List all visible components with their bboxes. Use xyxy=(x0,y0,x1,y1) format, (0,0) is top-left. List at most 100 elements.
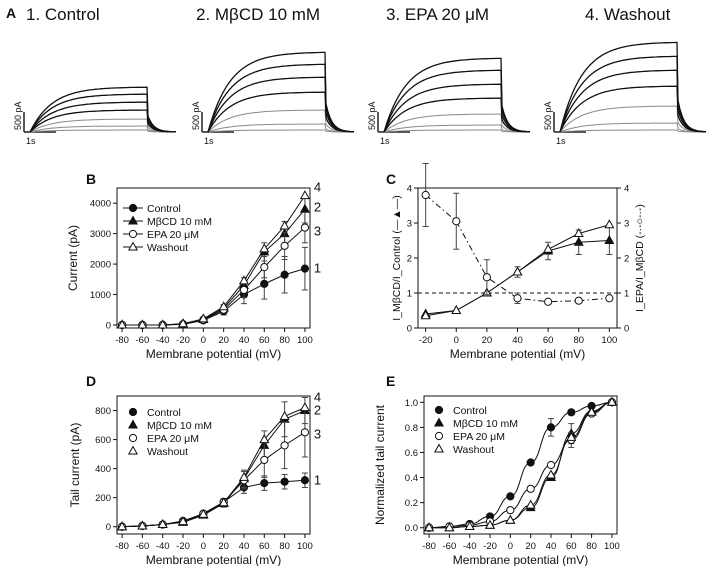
panel-letter: E xyxy=(386,373,395,389)
data-point xyxy=(525,499,536,509)
panel-e-normalized-tail-plot: E -80 -60 -40 -20 0 20 40 60 80 100 0.0 0.2 0.4 0.6 0.8… xyxy=(373,373,620,566)
data-point xyxy=(513,294,522,303)
data-point xyxy=(299,190,310,200)
legend-marker xyxy=(127,445,139,455)
data-point xyxy=(300,264,310,273)
data-point xyxy=(177,318,189,328)
x-tick-label: 60 xyxy=(259,541,270,552)
legend-label: EPA 20 μM xyxy=(453,431,505,443)
data-point xyxy=(157,519,168,529)
legend-label: Washout xyxy=(147,446,188,458)
legend-label: Washout xyxy=(147,242,188,254)
condition-title: 1. Control xyxy=(26,5,100,24)
condition-title: 3. EPA 20 μM xyxy=(386,5,489,24)
current-trace xyxy=(207,76,355,133)
x-tick-label: -40 xyxy=(156,541,170,552)
legend-marker xyxy=(128,433,138,443)
time-scale-label: 1s xyxy=(556,136,566,146)
data-point xyxy=(505,514,516,524)
x-tick-label: -40 xyxy=(156,335,170,346)
data-point xyxy=(260,479,269,488)
plot-frame xyxy=(417,187,618,329)
data-point xyxy=(137,520,148,530)
y-tick-label: 1 xyxy=(407,289,412,300)
legend-marker xyxy=(127,419,139,429)
y-axis-label: Tail current (pA) xyxy=(68,423,82,508)
plot-frame xyxy=(116,395,311,535)
x-tick-label: 100 xyxy=(297,541,313,552)
series-line xyxy=(122,195,306,326)
y-axis-label-right: I_EPA/I_MβCD (-·-○-·-) xyxy=(634,204,646,312)
x-tick-label: -80 xyxy=(115,541,129,552)
series-washout xyxy=(424,396,617,532)
current-scale-label: 500 pA xyxy=(543,101,553,130)
data-point xyxy=(280,477,289,486)
series-control xyxy=(117,246,310,330)
y-right-tick-label: 3 xyxy=(624,219,629,230)
data-point xyxy=(157,319,168,329)
data-point xyxy=(506,492,515,501)
series-end-label: 1 xyxy=(314,472,321,487)
series-line xyxy=(429,401,612,529)
current-trace xyxy=(383,83,530,133)
current-trace xyxy=(29,86,177,133)
series-washout xyxy=(117,190,310,329)
data-point xyxy=(512,266,523,276)
x-tick-label: -20 xyxy=(176,541,190,552)
current-trace xyxy=(559,55,706,133)
data-point xyxy=(218,301,229,311)
legend-marker xyxy=(434,405,444,415)
panel-letter: A xyxy=(6,5,16,21)
current-trace xyxy=(383,97,531,133)
series-washout-ratio xyxy=(420,219,615,320)
y-axis-label: Normalized tail current xyxy=(373,404,387,525)
data-point xyxy=(238,275,250,285)
legend-label: Control xyxy=(147,407,181,419)
legend-marker xyxy=(128,407,138,417)
data-point xyxy=(421,190,430,200)
current-trace xyxy=(559,85,706,133)
x-tick-label: 60 xyxy=(566,541,577,552)
current-trace xyxy=(383,113,530,133)
x-tick-label: 0 xyxy=(201,335,206,346)
x-tick-label: 0 xyxy=(508,541,513,552)
series-control xyxy=(117,472,310,531)
x-tick-label: 80 xyxy=(279,541,290,552)
data-point xyxy=(567,408,576,417)
series-line xyxy=(425,194,610,303)
y-tick-label: 0.4 xyxy=(405,473,418,484)
y-tick-label: 4 xyxy=(407,184,412,195)
y-tick-label: 0 xyxy=(106,320,111,331)
y-right-tick-label: 0 xyxy=(624,324,629,335)
x-tick-label: 0 xyxy=(454,335,459,346)
data-point xyxy=(574,296,583,305)
data-point xyxy=(573,227,584,237)
y-tick-label: 800 xyxy=(95,406,111,417)
data-point xyxy=(177,516,189,526)
legend-label: MβCD 10 mM xyxy=(147,216,212,228)
current-trace xyxy=(559,105,706,133)
x-tick-label: 20 xyxy=(218,335,229,346)
x-tick-label: -60 xyxy=(136,541,150,552)
legend-label: Control xyxy=(147,203,181,215)
series-washout xyxy=(117,402,310,531)
data-point xyxy=(451,304,462,314)
data-point xyxy=(452,217,461,226)
data-point xyxy=(424,522,435,532)
data-point xyxy=(543,243,554,253)
series-end-label: 4 xyxy=(314,180,321,195)
y-tick-label: 2000 xyxy=(90,260,111,271)
x-tick-label: 80 xyxy=(586,541,597,552)
legend-marker xyxy=(433,443,445,453)
legend-label: Washout xyxy=(453,444,494,456)
x-tick-label: -20 xyxy=(483,541,497,552)
data-point xyxy=(526,484,535,493)
condition-title: 4. Washout xyxy=(585,5,671,24)
data-point xyxy=(606,396,617,406)
y-axis-label: Current (pA) xyxy=(66,225,80,291)
